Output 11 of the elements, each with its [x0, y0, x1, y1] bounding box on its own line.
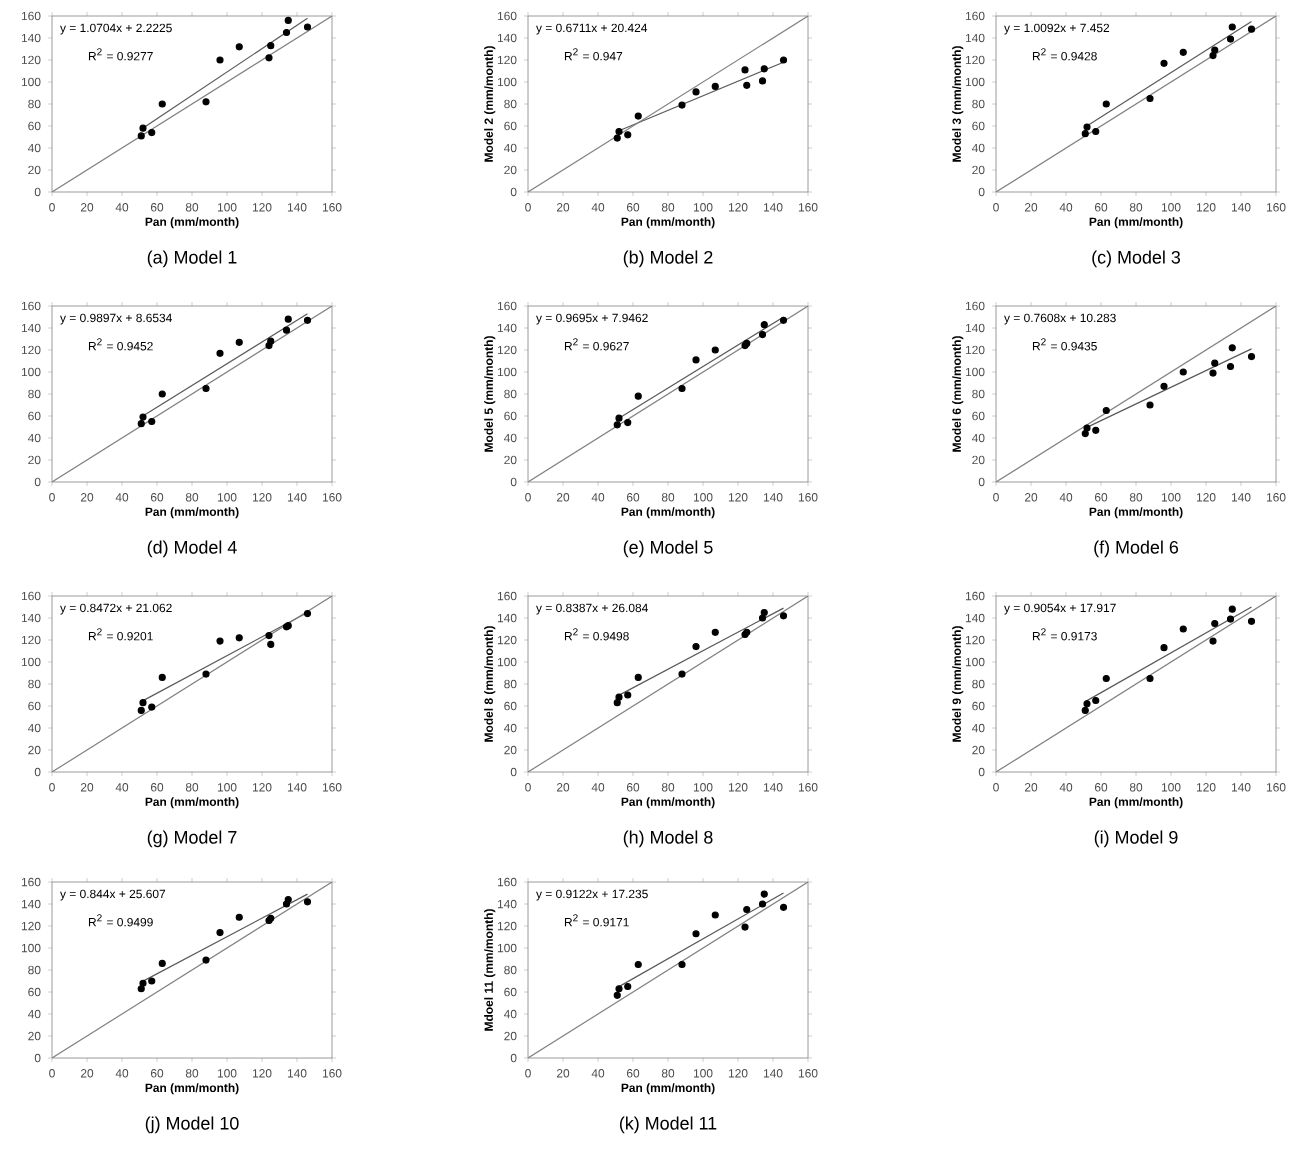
text: (g) Model 7	[147, 830, 237, 848]
text: (f) Model 6	[1094, 540, 1179, 558]
text: (d) Model 4	[147, 540, 237, 558]
text: (j) Model 10	[145, 1116, 239, 1134]
text: (h) Model 8	[623, 830, 713, 848]
text: (k) Model 11	[619, 1116, 717, 1134]
text: (i) Model 9	[1094, 830, 1178, 848]
text: (e) Model 5	[623, 540, 713, 558]
text: (b) Model 2	[623, 250, 713, 268]
text: (c) Model 3	[1092, 250, 1181, 268]
text: (a) Model 1	[147, 250, 237, 268]
